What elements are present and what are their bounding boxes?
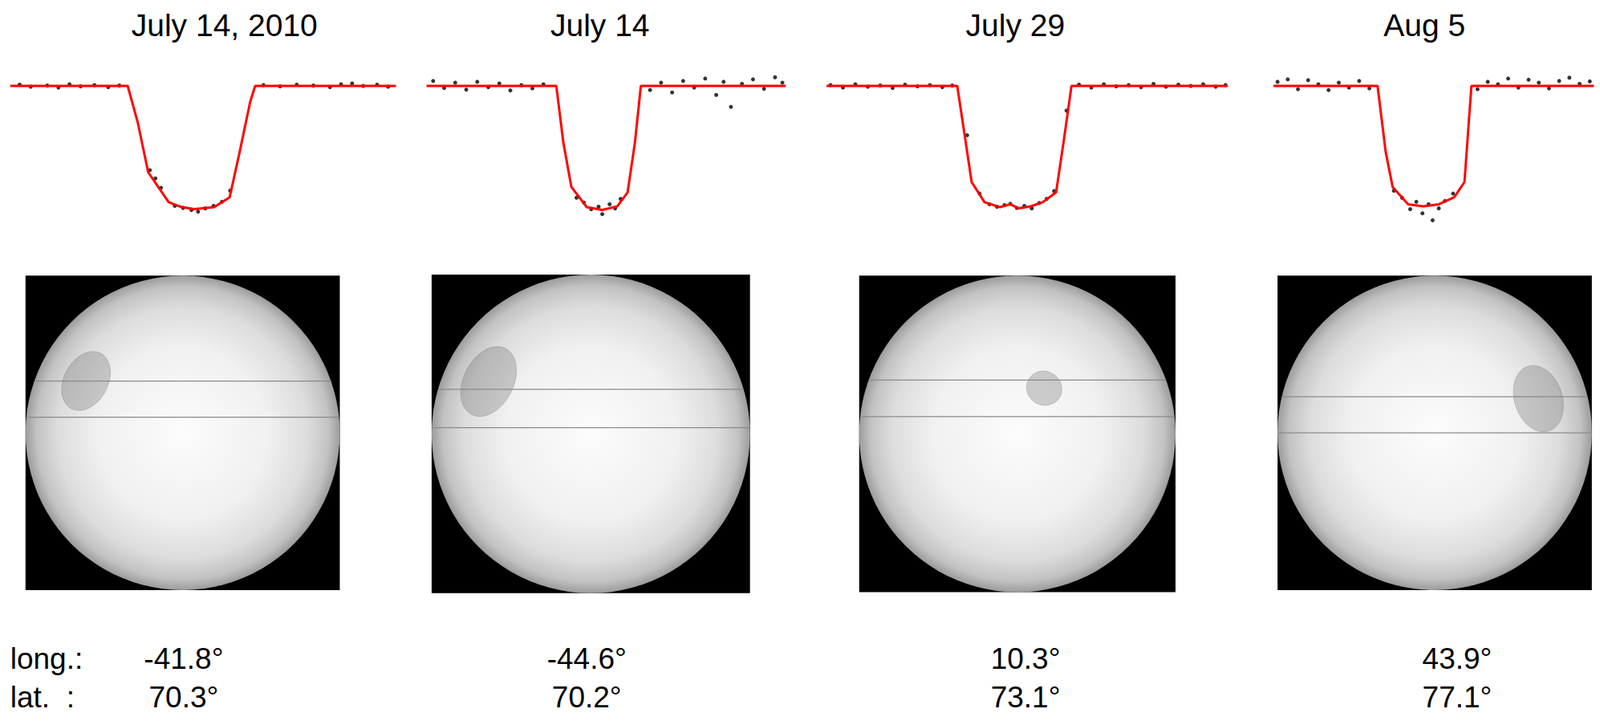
svg-text:77.1°: 77.1° [1422,680,1493,714]
svg-text:July 14: July 14 [550,8,650,43]
svg-text:long.:: long.: [10,641,84,675]
svg-text:Aug 5: Aug 5 [1383,8,1466,43]
svg-text:70.2°: 70.2° [552,680,622,714]
svg-text:73.1°: 73.1° [990,680,1061,714]
svg-text:70.3°: 70.3° [148,680,219,714]
svg-text:lat. :: lat. : [10,680,75,714]
svg-text:-44.6°: -44.6° [547,641,627,675]
svg-text:10.3°: 10.3° [990,641,1061,675]
svg-text:-41.8°: -41.8° [143,641,224,675]
svg-text:July 14, 2010: July 14, 2010 [131,8,318,43]
svg-text:July 29: July 29 [966,8,1066,43]
svg-text:43.9°: 43.9° [1422,641,1493,675]
